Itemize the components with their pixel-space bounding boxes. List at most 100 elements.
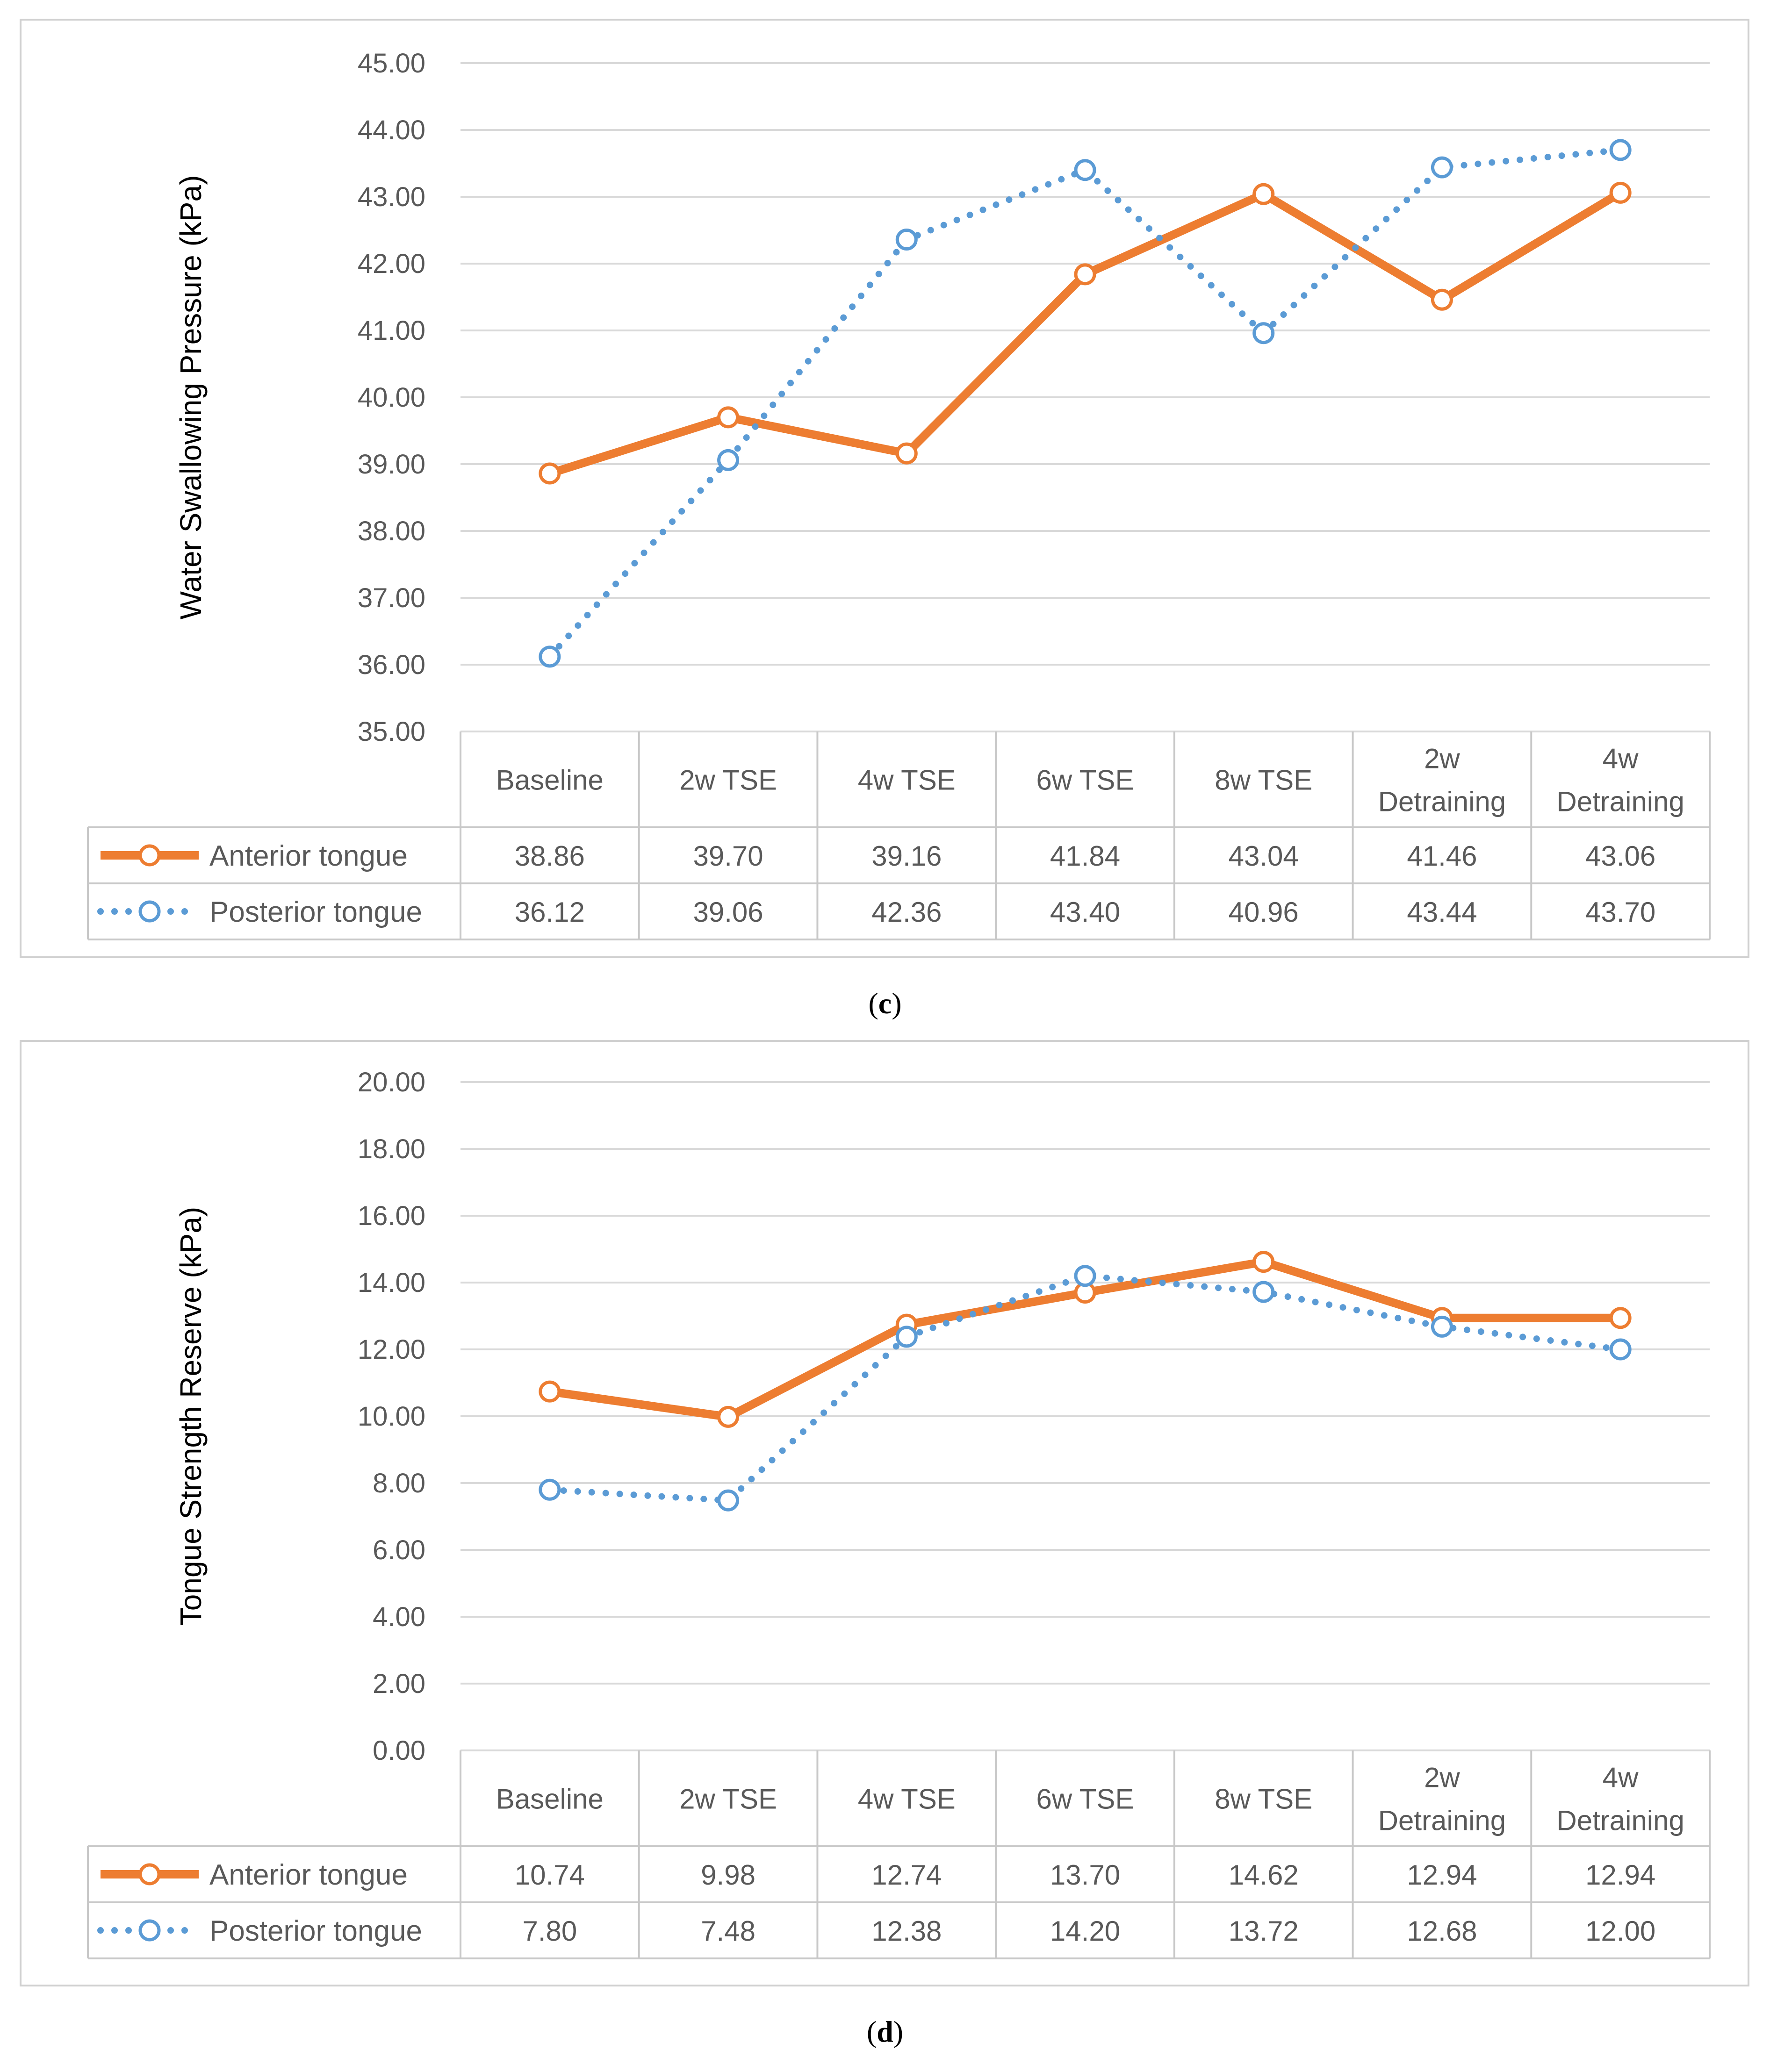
table-value: 38.86: [515, 840, 585, 872]
series-line-anterior: [548, 189, 1623, 478]
table-value: 9.98: [701, 1859, 755, 1891]
series-line-posterior: [546, 1272, 1624, 1504]
table-value: 43.40: [1050, 896, 1120, 928]
y-tick-label: 6.00: [373, 1535, 425, 1565]
panel-label-c-letter: c: [878, 987, 892, 1020]
table-value: 13.70: [1050, 1859, 1120, 1891]
panel-label-d: (d): [866, 2015, 904, 2048]
legend-series-name: Anterior tongue: [209, 1859, 408, 1891]
y-tick-label: 35.00: [358, 717, 425, 747]
y-tick-label: 39.00: [358, 449, 425, 480]
table-value: 40.96: [1229, 896, 1299, 928]
data-point-posterior: [895, 1326, 918, 1348]
data-point-posterior: [1431, 156, 1453, 179]
y-axis-label: Water Swallowing Pressure (kPa): [174, 175, 208, 620]
y-tick-label: 40.00: [358, 382, 425, 413]
legend-series-name: Posterior tongue: [209, 896, 422, 928]
legend-marker: [138, 1863, 161, 1886]
y-tick-label: 16.00: [358, 1201, 425, 1231]
y-tick-label: 45.00: [358, 48, 425, 79]
data-point-anterior: [1431, 288, 1453, 311]
data-point-posterior: [1074, 1265, 1096, 1287]
y-tick-label: 44.00: [358, 115, 425, 145]
y-tick-label: 14.00: [358, 1268, 425, 1298]
y-tick-label: 10.00: [358, 1401, 425, 1432]
x-category-label: 8w TSE: [1215, 765, 1312, 796]
table-value: 14.62: [1229, 1859, 1299, 1891]
table-value: 7.80: [522, 1915, 577, 1947]
x-category-label: 4w TSE: [858, 1784, 956, 1815]
table-value: 12.38: [871, 1915, 942, 1947]
y-tick-label: 18.00: [358, 1134, 425, 1164]
data-point-anterior: [1609, 1307, 1632, 1329]
data-point-anterior: [539, 1380, 561, 1403]
data-point-posterior: [539, 645, 561, 668]
data-point-anterior: [895, 442, 918, 465]
x-category-label: 2w Detraining: [1378, 743, 1506, 817]
table-value: 43.70: [1585, 896, 1655, 928]
table-value: 12.74: [871, 1859, 942, 1891]
data-point-anterior: [717, 406, 740, 429]
y-tick-label: 43.00: [358, 182, 425, 212]
y-tick-label: 42.00: [358, 249, 425, 279]
y-tick-label: 12.00: [358, 1334, 425, 1365]
table-value: 41.46: [1407, 840, 1477, 872]
table-value: 12.94: [1407, 1859, 1477, 1891]
data-point-anterior: [539, 462, 561, 485]
table-value: 7.48: [701, 1915, 755, 1947]
x-category-label: 4w TSE: [858, 765, 956, 796]
x-category-label: 2w TSE: [679, 765, 777, 796]
table-value: 12.00: [1585, 1915, 1655, 1947]
table-value: 39.16: [871, 840, 942, 872]
x-category-label: Baseline: [496, 1784, 604, 1815]
chart-panel-d-frame: [20, 1040, 1749, 1986]
series-line-posterior: [546, 146, 1624, 660]
x-category-label: 6w TSE: [1036, 1784, 1134, 1815]
table-value: 14.20: [1050, 1915, 1120, 1947]
y-tick-label: 4.00: [373, 1602, 425, 1632]
data-point-posterior: [1252, 322, 1275, 344]
table-value: 10.74: [515, 1859, 585, 1891]
table-value: 39.06: [693, 896, 763, 928]
y-axis-label: Tongue Strength Reserve (kPa): [174, 1207, 208, 1626]
panel-label-c: (c): [868, 987, 902, 1020]
legend-marker: [138, 900, 161, 923]
table-value: 41.84: [1050, 840, 1120, 872]
x-category-label: 4w Detraining: [1556, 743, 1684, 817]
data-point-posterior: [1252, 1281, 1275, 1303]
table-value: 36.12: [515, 896, 585, 928]
data-point-posterior: [1431, 1315, 1453, 1338]
y-tick-label: 8.00: [373, 1468, 425, 1498]
data-point-anterior: [1252, 1251, 1275, 1273]
table-value: 13.72: [1229, 1915, 1299, 1947]
chart-c: 35.00 36.00 37.00 38.00 39.00 40.00 41.00 42.00…: [87, 48, 1711, 940]
chart-panel-c-frame: [20, 19, 1749, 958]
data-point-posterior: [717, 1489, 740, 1512]
x-category-label: 4w Detraining: [1556, 1762, 1684, 1836]
x-category-label: 2w TSE: [679, 1784, 777, 1815]
table-value: 43.44: [1407, 896, 1477, 928]
y-tick-label: 36.00: [358, 650, 425, 680]
table-value: 12.68: [1407, 1915, 1477, 1947]
legend-series-name: Anterior tongue: [209, 840, 408, 872]
table-value: 39.70: [693, 840, 763, 872]
panel-label-d-letter: d: [877, 2015, 893, 2048]
table-value: 43.06: [1585, 840, 1655, 872]
data-point-anterior: [1074, 263, 1096, 286]
y-tick-label: 0.00: [373, 1735, 425, 1766]
legend-marker: [138, 1919, 161, 1942]
data-point-posterior: [717, 449, 740, 471]
table-value: 12.94: [1585, 1859, 1655, 1891]
x-category-label: Baseline: [496, 765, 604, 796]
legend-series-name: Posterior tongue: [209, 1915, 422, 1947]
legend-marker: [138, 844, 161, 867]
data-point-anterior: [717, 1405, 740, 1428]
data-point-posterior: [1609, 1338, 1632, 1361]
data-point-posterior: [1609, 139, 1632, 161]
data-point-anterior: [1252, 183, 1275, 205]
x-category-label: 6w TSE: [1036, 765, 1134, 796]
table-value: 42.36: [871, 896, 942, 928]
data-point-posterior: [539, 1478, 561, 1501]
chart-d: 0.00 2.00 4.00 6.00 8.00 10.00 12.00 14.00 16.00…: [87, 1067, 1711, 1959]
